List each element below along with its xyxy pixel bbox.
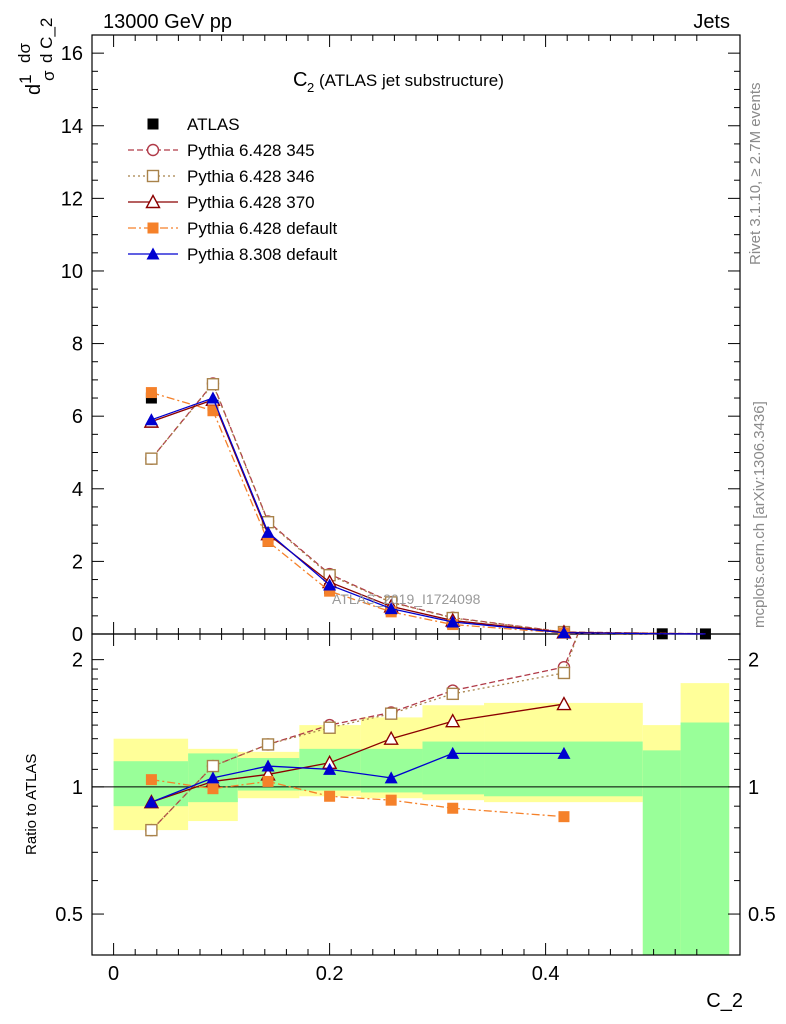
ratio-point-pythia-6-428-default [145,774,157,786]
ratio-point-pythia-6-428-370 [445,713,461,728]
main-point-pythia-6-428-346 [145,452,158,465]
ratio-point-pythia-6-428-default [207,783,219,795]
band-inner [360,748,423,793]
legend-label-pythia-8-308-default: Pythia 8.308 default [187,245,338,264]
x-axis-label: C_2 [706,990,743,1012]
ratio-point-pythia-6-428-346 [206,759,220,773]
header-right-label: Jets [693,11,730,33]
ratio-y-tick-label-left: 1 [72,777,83,799]
ratio-point-pythia-6-428-346 [384,707,398,720]
main-y-tick-label: 0 [72,624,83,646]
main-y-tick-label: 8 [72,334,83,356]
ratio-point-pythia-6-428-default [447,802,459,814]
x-tick-label: 0.2 [316,963,344,985]
ratio-point-pythia-6-428-default [262,775,274,787]
main-point-pythia-8-308-default [557,626,571,639]
legend-marker-pythia-6-428-346 [146,169,160,183]
ratio-line-pythia-6-428-345 [150,633,579,831]
main-y-tick-label: 2 [72,551,83,573]
ratio-point-pythia-8-308-default [144,795,158,808]
legend: ATLAS Pythia 6.428 345 Pythia 6.428 346 Pyt… [128,115,338,264]
ratio-point-pythia-6-428-default [324,790,336,802]
main-point-pythia-8-308-default [206,391,220,404]
ratio-y-tick-label-right: 2 [748,650,759,672]
main-point-pythia-8-308-default [261,525,275,538]
main-point-pythia-6-428-default [324,585,336,597]
main-point-pythia-6-428-default [145,387,157,399]
legend-label-pythia-6-428-345: Pythia 6.428 345 [187,141,315,160]
ratio-point-pythia-6-428-default [558,811,570,823]
main-point-pythia-6-428-default [262,535,274,547]
side-rivet-label: Rivet 3.1.10, ≥ 2.7M events [747,83,764,266]
ratio-y-tick-label-left: 0.5 [55,904,83,926]
y-axis-label-ratio: Ratio to ATLAS [23,754,40,855]
main-y-tick-label: 6 [72,406,83,428]
plot-title-symbol: C [293,69,307,91]
main-point-pythia-8-308-default [384,602,398,615]
ylabel-dsigma: dσ [15,43,34,63]
ylabel-dc2: d C_2 [37,18,56,63]
main-point-pythia-8-308-default [446,615,460,628]
ratio-point-pythia-6-428-370 [383,730,399,745]
legend-marker-pythia-6-428-345 [146,143,160,157]
main-point-pythia-6-428-default [207,405,219,417]
ratio-point-pythia-6-428-346 [145,823,158,837]
band-inner [680,722,730,955]
main-point-pythia-8-308-default [144,413,158,426]
main-y-tick-label: 4 [72,479,83,501]
ratio-point-pythia-8-308-default [384,771,398,784]
main-point-pythia-6-428-346 [206,378,220,391]
ratio-point-pythia-8-308-default [446,746,460,759]
legend-marker-pythia-6-428-default [147,222,159,234]
legend-marker-pythia-8-308-default [146,247,160,260]
plot-title-subscript: 2 [307,80,314,95]
y-axis-label-main: d1 σ dσ d C_2 [15,18,58,95]
ratio-point-pythia-6-428-370 [556,696,572,711]
ratio-point-pythia-6-428-default [385,794,397,806]
ratio-uncertainty-bands [113,683,730,955]
main-line-pythia-6-428-346 [150,382,706,635]
side-mcplots-label: mcplots.cern.ch [arXiv:1306.3436] [751,401,768,628]
legend-label-pythia-6-428-default: Pythia 6.428 default [187,219,338,238]
ratio-point-pythia-8-308-default [557,746,571,759]
ratio-y-tick-label-left: 2 [72,650,83,672]
main-y-tick-label: 12 [61,188,83,210]
ylabel-d1: d1 [16,74,45,95]
legend-marker-atlas [147,118,159,130]
legend-label-pythia-6-428-370: Pythia 6.428 370 [187,193,315,212]
ratio-point-pythia-8-308-default [206,771,220,784]
main-plot-series [143,377,711,640]
ratio-point-pythia-6-428-346 [261,738,275,751]
x-tick-label: 0.4 [532,963,560,985]
legend-label-pythia-6-428-346: Pythia 6.428 346 [187,167,315,186]
watermark: ATLAS_2019_I1724098 [332,591,481,607]
legend-marker-pythia-6-428-370 [145,194,161,209]
main-point-pythia-8-308-default [323,578,337,591]
plot-title: (ATLAS jet substructure) [319,71,504,90]
main-y-tick-label: 14 [61,116,83,138]
band-inner [642,750,681,955]
ratio-point-pythia-8-308-default [323,762,337,775]
ratio-plot-series [143,633,579,837]
header-left-label: 13000 GeV pp [103,11,232,33]
ratio-point-pythia-6-428-346 [323,721,336,734]
ylabel-sigma: σ [39,70,58,81]
x-tick-label: 0 [108,963,119,985]
legend-label-atlas: ATLAS [187,115,240,134]
ratio-point-pythia-6-428-346 [557,666,571,680]
main-y-tick-label: 16 [61,43,83,65]
ratio-y-tick-label-right: 0.5 [748,904,776,926]
ratio-point-pythia-8-308-default [261,759,275,772]
ratio-point-pythia-6-428-346 [446,687,459,701]
ratio-y-tick-label-right: 1 [748,777,759,799]
main-y-tick-label: 10 [61,261,83,283]
